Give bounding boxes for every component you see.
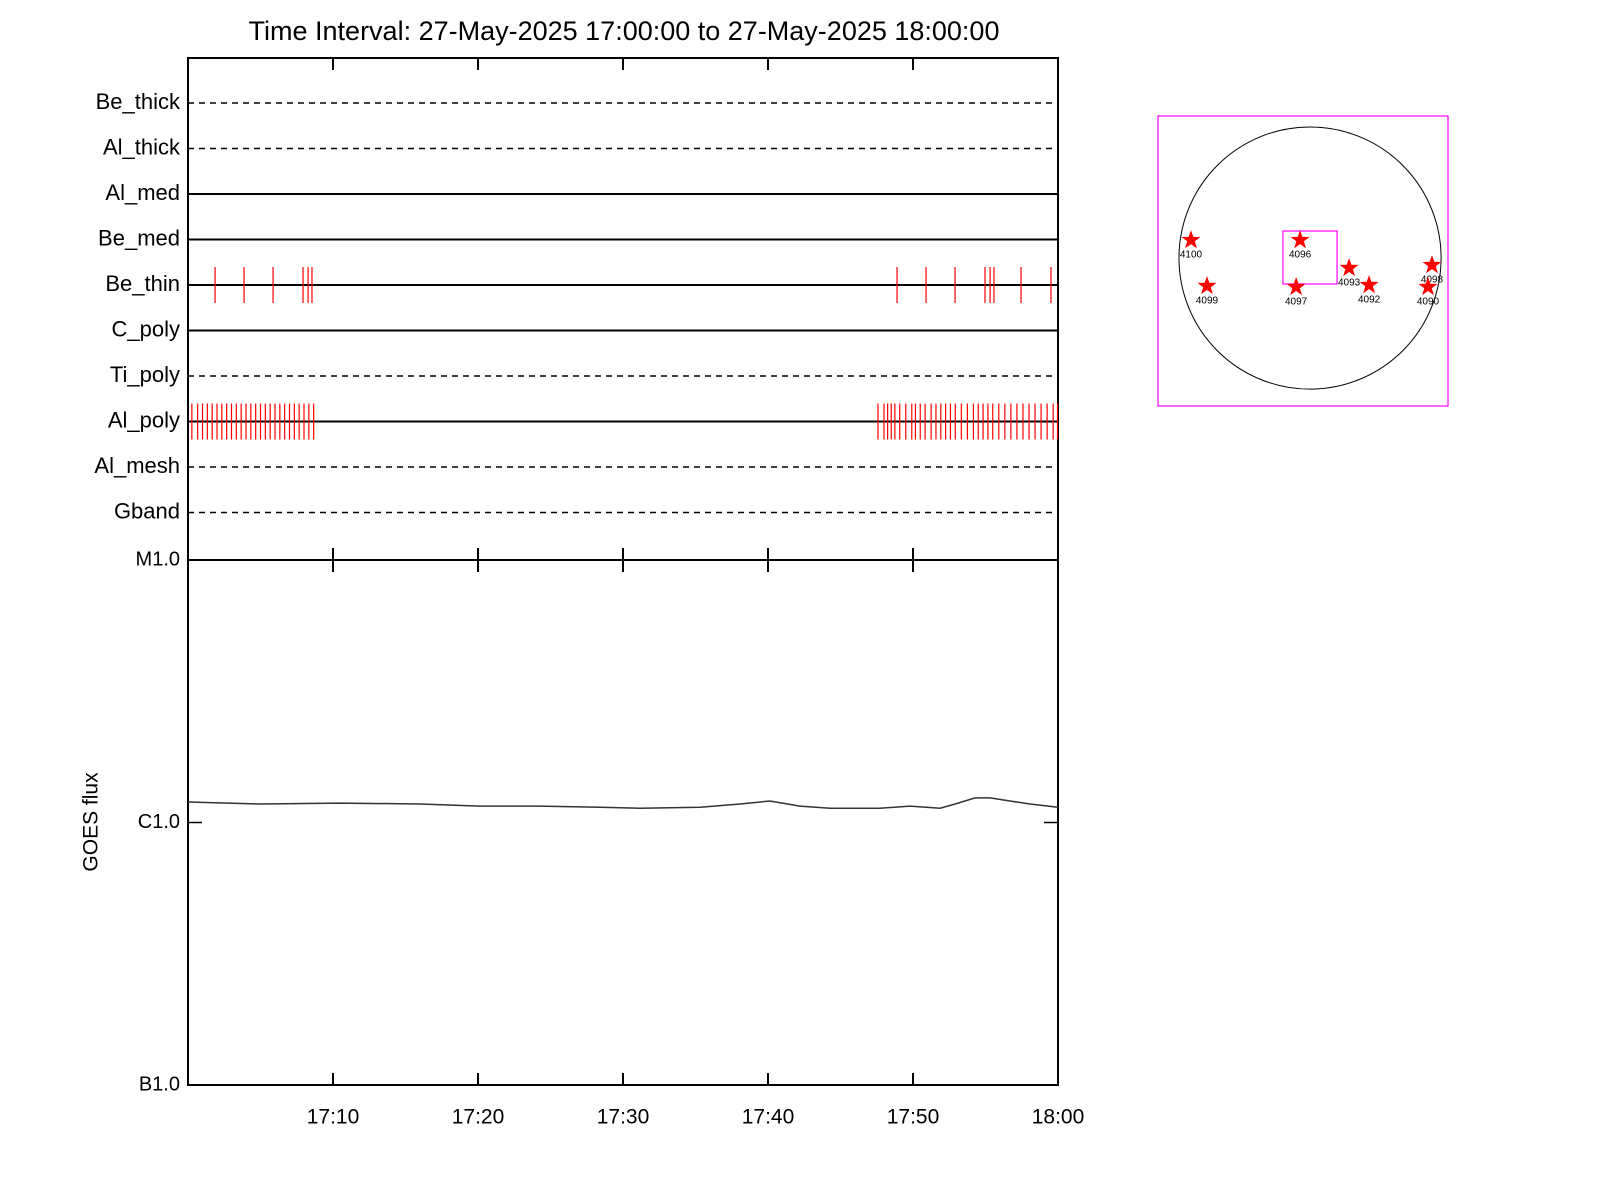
active-region-label: 4092 — [1358, 295, 1381, 306]
filter-label: Gband — [114, 498, 180, 523]
y-axis-label: GOES flux — [80, 772, 103, 872]
x-tick-label: 17:20 — [452, 1106, 505, 1129]
active-region — [1418, 277, 1438, 296]
filter-label: Ti_poly — [110, 362, 180, 387]
filter-label: C_poly — [112, 316, 180, 341]
chart-title: Time Interval: 27-May-2025 17:00:00 to 2… — [249, 16, 1000, 46]
y-tick-label: M1.0 — [136, 548, 180, 570]
active-region-label: 4097 — [1285, 297, 1308, 308]
filter-label: Al_thick — [103, 134, 181, 159]
filter-label: Be_thick — [96, 89, 181, 114]
filter-label: Al_mesh — [94, 453, 180, 478]
active-region — [1339, 258, 1359, 277]
x-tick-label: 17:50 — [887, 1106, 940, 1129]
active-region-label: 4096 — [1289, 250, 1312, 261]
y-tick-label: C1.0 — [138, 811, 180, 833]
active-region-label: 4099 — [1196, 296, 1219, 307]
filter-label: Al_med — [105, 180, 180, 205]
x-tick-label: 17:40 — [742, 1106, 795, 1129]
active-region — [1286, 277, 1306, 296]
map-frame — [1157, 115, 1449, 407]
x-tick-label: 17:30 — [597, 1106, 650, 1129]
active-region — [1197, 276, 1217, 295]
active-region-label: 4093 — [1338, 278, 1361, 289]
solar-limb — [1178, 126, 1442, 390]
active-region-label: 4098 — [1421, 275, 1444, 286]
field-of-view — [1282, 230, 1338, 285]
x-tick-label: 17:10 — [307, 1106, 360, 1129]
active-region — [1359, 275, 1379, 294]
filter-label: Be_thin — [105, 271, 180, 296]
filter-label: Al_poly — [108, 407, 180, 432]
active-region — [1181, 230, 1201, 249]
goes-flux-line — [187, 797, 1059, 809]
x-tick-label: 18:00 — [1032, 1106, 1085, 1129]
active-region — [1422, 255, 1442, 274]
y-tick-label: B1.0 — [139, 1073, 180, 1095]
active-region — [1290, 230, 1310, 249]
active-region-label: 4090 — [1417, 297, 1440, 308]
filter-label: Be_med — [98, 225, 180, 250]
active-region-label: 4100 — [1180, 250, 1203, 261]
